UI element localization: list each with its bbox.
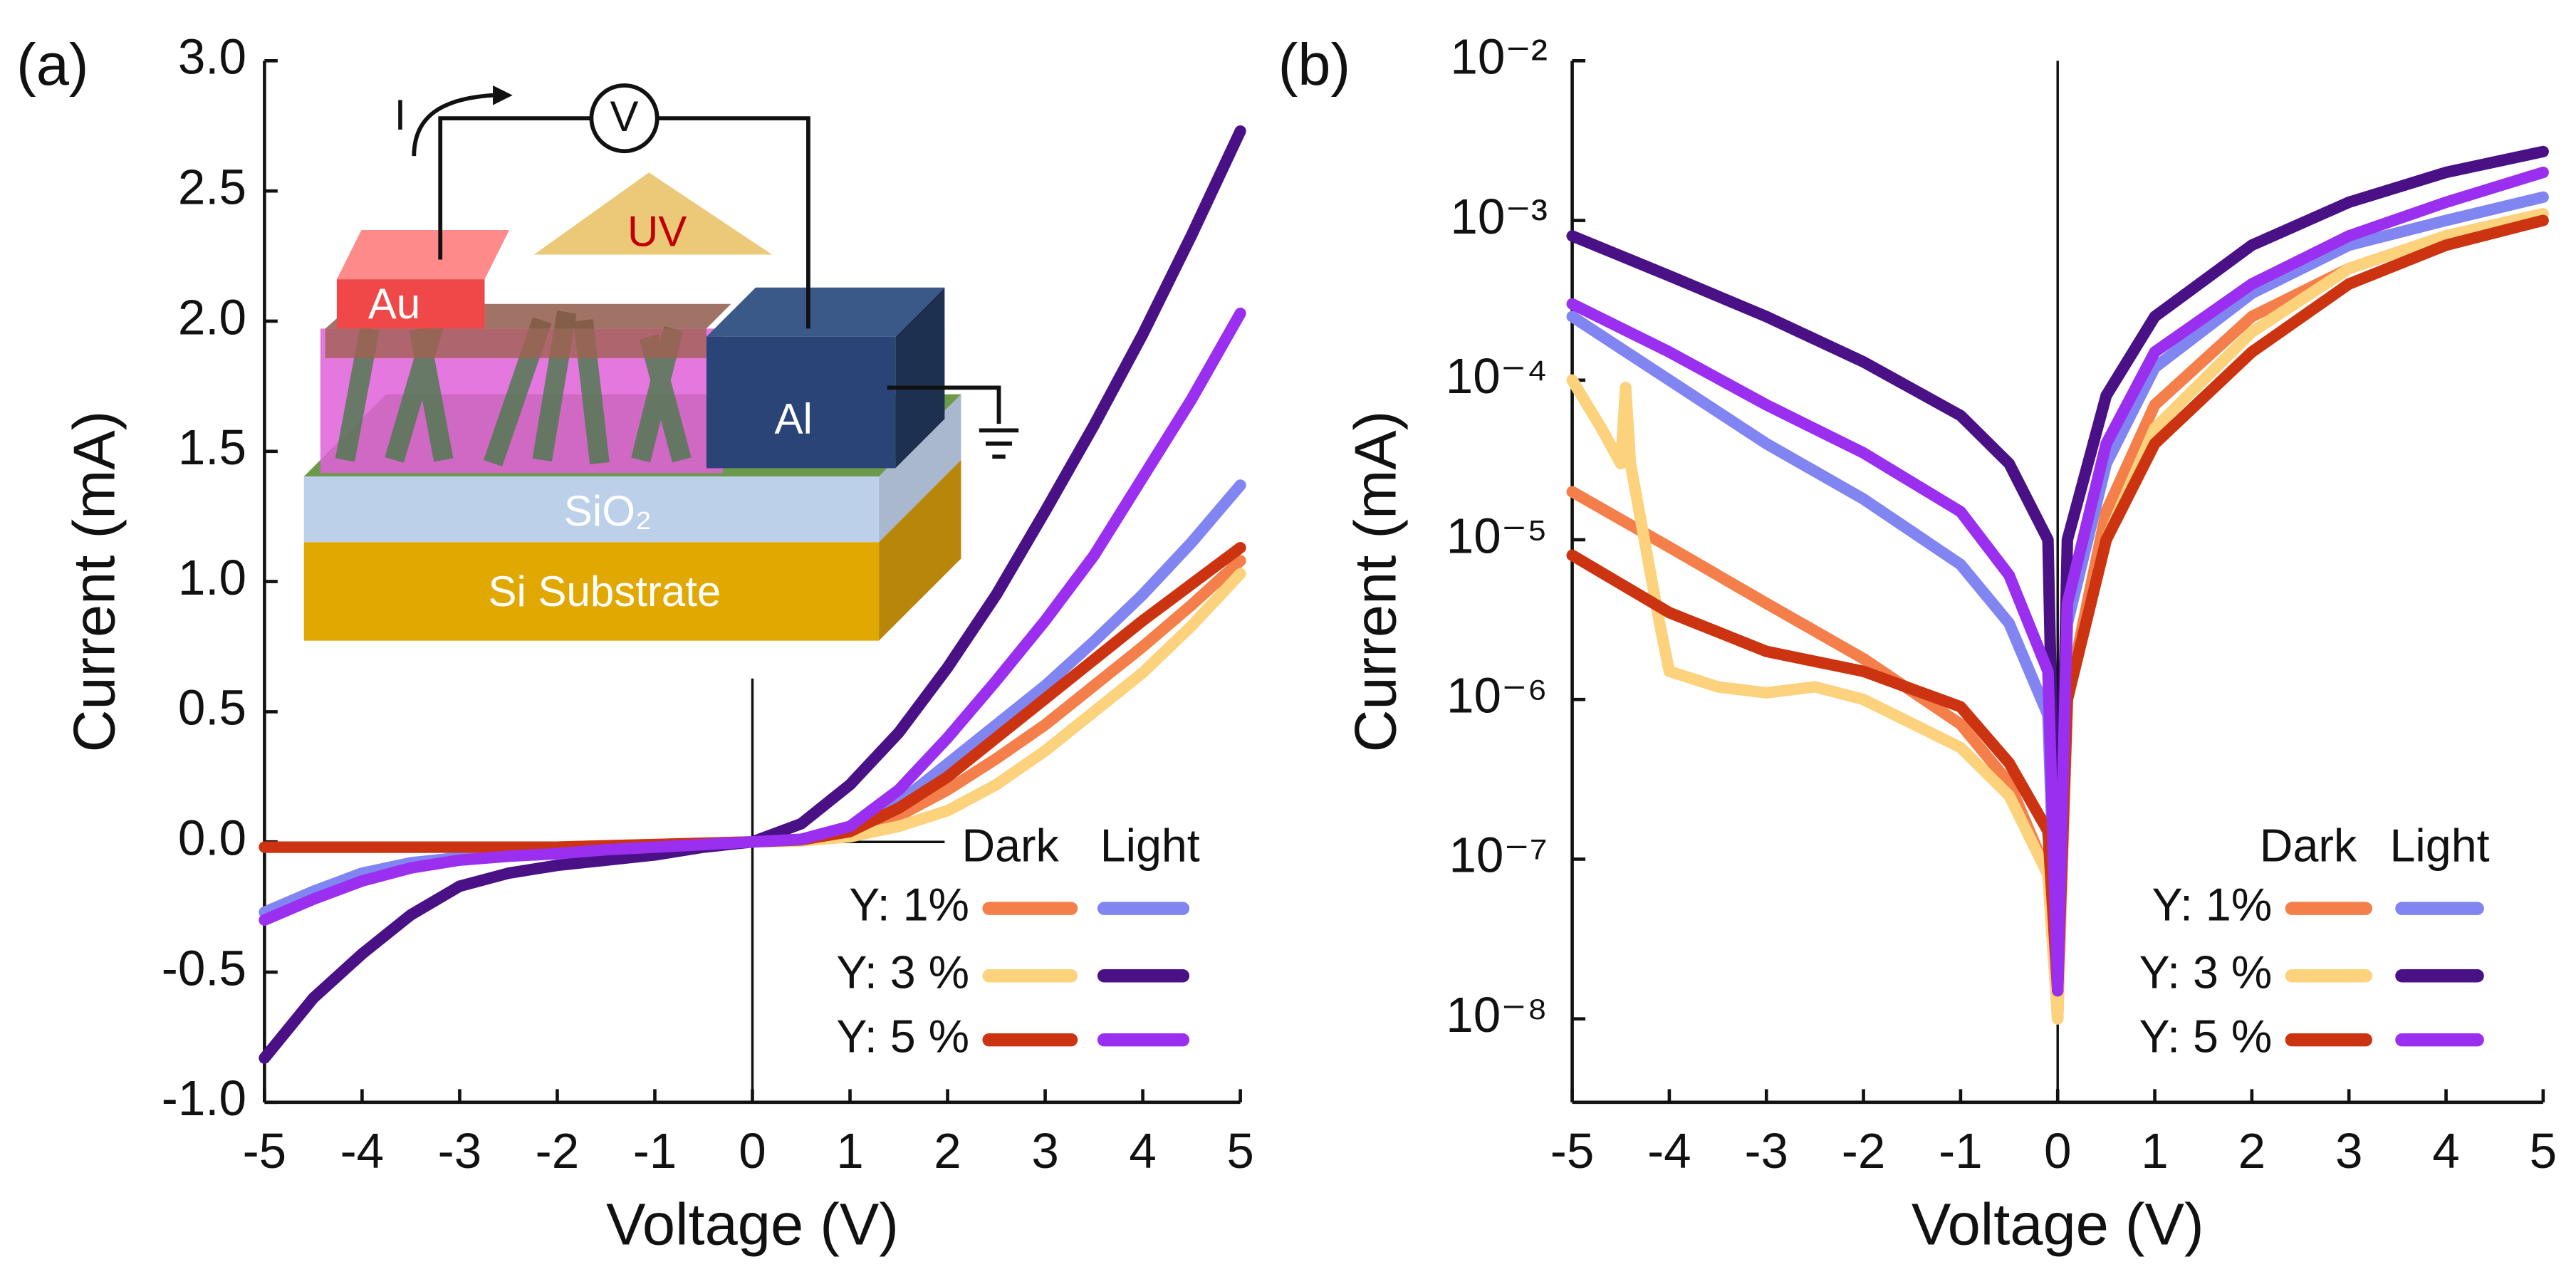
au-pad [336,279,485,329]
y-axis-title: Current (mA) [1342,411,1409,753]
al-label: Al [775,395,813,443]
y-tick-label: 0.5 [178,680,246,736]
panel-label: (b) [1278,31,1350,98]
x-tick-label: -3 [1744,1123,1788,1179]
al-pad [706,336,896,469]
current-label: I [395,91,407,139]
x-tick-label: -3 [438,1123,482,1179]
x-tick-label: -4 [340,1123,385,1179]
legend-header: Dark [961,820,1059,872]
substrate-label: Si Substrate [489,568,721,615]
x-tick-label: -1 [633,1123,677,1179]
au-top [336,229,510,280]
x-tick-label: 3 [1031,1123,1058,1179]
x-tick-label: 0 [739,1123,766,1179]
x-tick-label: 4 [1129,1123,1156,1179]
x-tick-label: -2 [536,1123,580,1179]
x-tick-label: 1 [836,1123,863,1179]
x-tick-label: 1 [2141,1123,2168,1179]
legend-label: Y: 5 % [836,1011,969,1062]
y-tick-label: 10⁻⁶ [1446,667,1548,723]
device-diagram: I V UV Au Al SiO₂ Si Substrate [303,83,1019,641]
y-tick-label: 1.0 [178,550,246,605]
x-axis-title: Voltage (V) [606,1191,899,1257]
legend-label: Y: 5 % [2139,1011,2273,1062]
uv-light [533,172,773,255]
substrate-side [879,459,961,641]
y-tick-label: 3.0 [178,29,246,85]
legend-label: Y: 1% [2152,880,2273,931]
legend-header: Light [1100,820,1200,872]
plot: (a) Current (mA) Voltage (V) -1.0 -0.5 0.0 0.5… [16,29,1254,1258]
x-tick-label: -5 [243,1123,287,1179]
series-line [1566,208,2549,1025]
series-line [259,307,1246,927]
y-tick-label: 10⁻⁸ [1446,987,1548,1043]
top-contact [325,328,706,358]
x-tick-label: 4 [2432,1123,2459,1179]
x-tick-label: 5 [1226,1123,1253,1179]
x-tick-label: -2 [1842,1123,1886,1179]
legend-header: Light [2390,820,2490,872]
panel-label: (a) [16,31,88,98]
plot: (b)Current (mA)Voltage (V)10⁻⁸10⁻⁷10⁻⁶10… [1278,29,2557,1258]
x-tick-label: -4 [1647,1123,1691,1179]
legend-header: Dark [2260,820,2357,872]
x-tick-label: -1 [1939,1123,1983,1179]
x-tick-label: 0 [2044,1123,2071,1179]
oxide-side [879,394,961,543]
x-tick-label: 3 [2335,1123,2362,1179]
oxide [303,476,880,543]
meter-label: V [610,93,639,140]
circuit [412,83,1019,459]
y-tick-label: 10⁻² [1450,29,1548,85]
al-side [895,287,945,469]
x-tick-label: 2 [934,1123,961,1179]
y-tick-label: 10⁻³ [1450,189,1548,244]
legend-label: Y: 3 % [2139,946,2273,998]
au-label: Au [368,280,420,328]
y-tick-label: 10⁻⁷ [1449,828,1548,883]
x-tick-label: 5 [2530,1123,2557,1179]
y-tick-label: -0.5 [162,940,246,996]
substrate [303,542,880,641]
y-tick-label: 2.0 [178,289,246,345]
uv-label: UV [627,208,687,256]
y-tick-label: -1.0 [162,1070,246,1126]
current-arrow [493,85,513,105]
legend-label: Y: 3 % [836,946,969,998]
y-tick-label: 10⁻⁵ [1446,508,1548,563]
y-tick-label: 10⁻⁴ [1446,348,1548,404]
series-line [1566,166,2549,997]
x-tick-label: -5 [1550,1123,1595,1179]
y-tick-label: 1.5 [178,419,246,475]
y-tick-label: 0.0 [178,810,246,866]
x-tick-label: 2 [2238,1123,2265,1179]
legend-label: Y: 1% [849,880,969,931]
y-axis-title: Current (mA) [61,411,127,753]
al-top [706,287,945,337]
oxide-label: SiO₂ [564,487,652,535]
y-tick-label: 2.5 [178,159,246,214]
x-axis-title: Voltage (V) [1912,1191,2204,1257]
